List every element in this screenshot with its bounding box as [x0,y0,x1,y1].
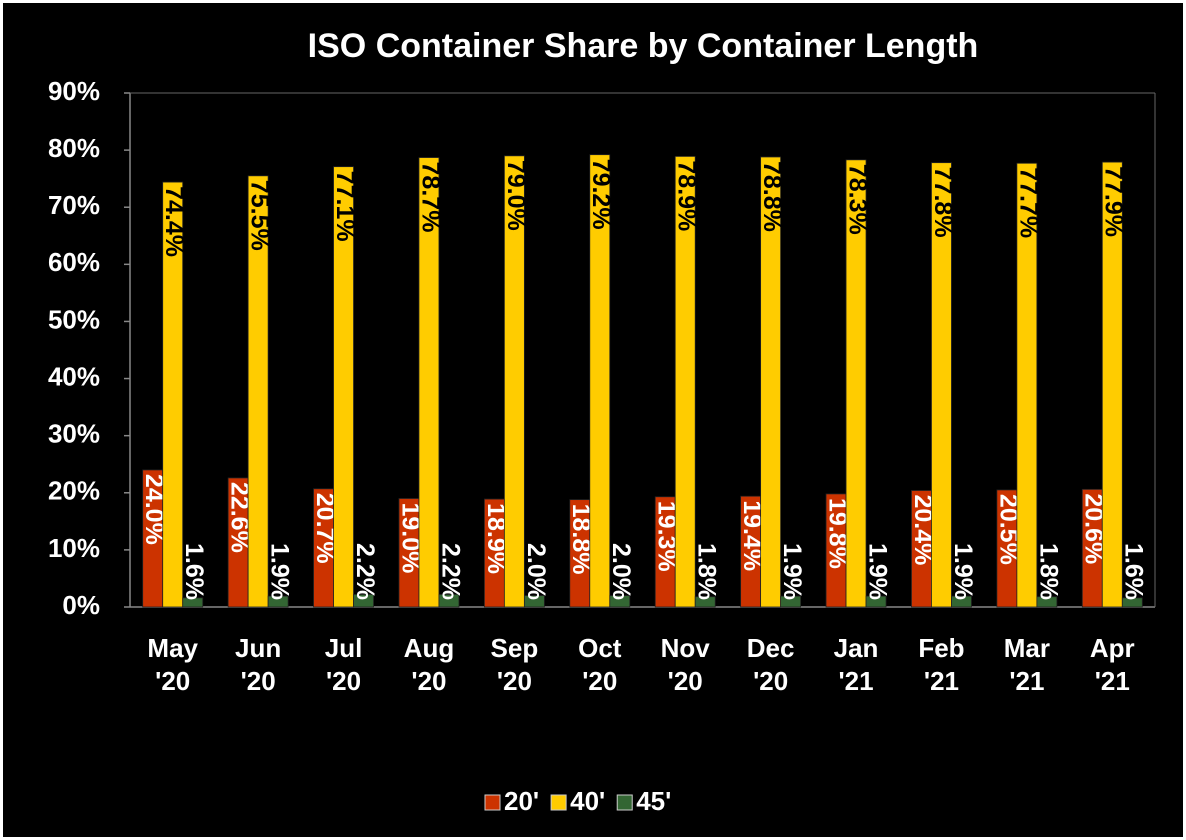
data-label: 1.6% [1120,543,1148,600]
bar [1036,596,1058,608]
data-label: 2.0% [607,543,635,600]
bar [523,595,545,608]
data-label: 77.8% [929,167,957,238]
x-tick-label: Jun '20 [235,633,282,696]
bar [1101,161,1123,608]
data-label: 1.9% [863,543,891,600]
chart-title: ISO Container Share by Container Length [308,27,979,65]
data-label: 1.6% [180,543,208,600]
bar [760,156,782,608]
bar [503,155,525,608]
data-label: 1.8% [693,543,721,600]
data-label: 74.4% [160,186,188,257]
y-tick-label: 60% [48,247,100,277]
bar [951,595,972,608]
legend-swatch [550,794,567,811]
data-label: 77.1% [331,171,359,242]
bar [418,157,440,608]
bar [865,595,887,608]
bar [1016,162,1038,608]
y-tick-label: 20% [48,476,100,506]
bar [162,181,184,608]
data-label: 78.8% [758,161,786,232]
data-label: 78.7% [416,162,444,233]
x-tick-label: Oct '20 [578,633,622,696]
bar [333,166,354,608]
legend-label: 45' [636,786,671,816]
bar [931,162,952,608]
data-label: 78.3% [843,164,871,235]
bar [353,594,374,608]
data-label: 79.2% [587,159,615,230]
data-label: 1.9% [778,543,806,600]
bar [1121,597,1143,608]
y-tick-label: 10% [48,533,100,563]
data-label: 79.0% [502,160,530,231]
x-tick-label: Sep '20 [490,633,539,696]
data-label: 77.9% [1100,166,1128,237]
data-label: 2.0% [522,543,550,600]
data-label: 75.5% [246,180,274,251]
bar [694,596,716,608]
y-tick-label: 70% [48,190,100,220]
bar [247,175,269,608]
bar [609,595,631,608]
x-tick-label: Feb '21 [918,633,965,696]
x-tick-label: Nov '20 [660,633,710,696]
data-label: 77.7% [1014,167,1042,238]
bar [267,595,289,608]
y-tick-label: 90% [48,76,100,106]
x-tick-label: Apr '21 [1089,633,1135,696]
data-label: 1.9% [266,543,294,600]
bar [182,597,204,608]
legend-label: 40' [570,786,605,816]
x-tick-label: Dec '20 [746,633,795,696]
data-label: 1.9% [949,543,977,600]
bar [845,159,867,608]
bar [674,155,696,608]
x-tick-label: Jan '21 [833,633,879,696]
x-tick-label: Jul '20 [324,633,363,696]
bar [589,154,611,608]
y-tick-label: 50% [48,304,100,334]
legend-swatch [484,794,501,811]
legend-label: 20' [504,786,539,816]
y-tick-label: 40% [48,361,100,391]
bar [780,595,802,608]
data-label: 1.8% [1034,543,1062,600]
x-tick-label: May '20 [147,633,198,696]
y-tick-label: 30% [48,419,100,449]
y-tick-label: 80% [48,133,100,163]
data-label: 2.2% [351,543,379,600]
y-tick-label: 0% [62,590,100,620]
x-tick-label: Aug '20 [403,633,455,696]
data-label: 78.9% [673,160,701,231]
legend-swatch [616,794,633,811]
bar [438,594,460,608]
x-tick-label: Mar '21 [1003,633,1050,696]
data-label: 2.2% [436,543,464,600]
